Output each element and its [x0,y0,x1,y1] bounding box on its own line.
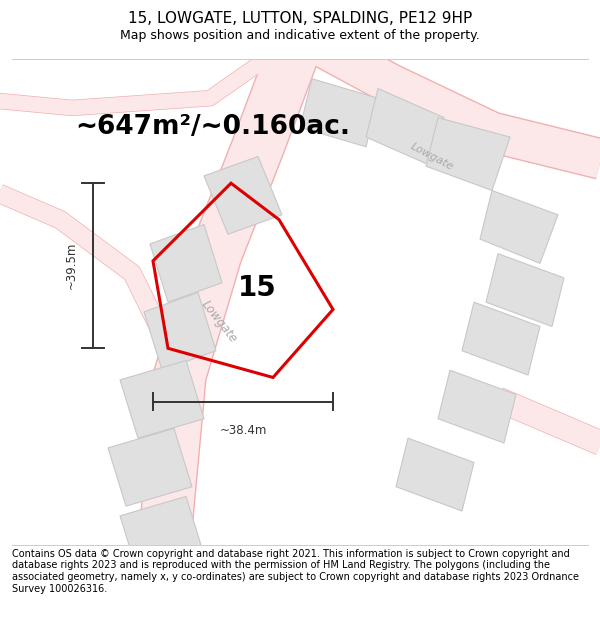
Text: ~39.5m: ~39.5m [65,242,78,289]
Text: ~38.4m: ~38.4m [220,424,266,437]
Polygon shape [204,156,282,234]
Polygon shape [120,361,204,438]
Text: 15: 15 [238,274,277,302]
Polygon shape [438,370,516,443]
Polygon shape [486,254,564,326]
Polygon shape [300,79,378,147]
Text: 15, LOWGATE, LUTTON, SPALDING, PE12 9HP: 15, LOWGATE, LUTTON, SPALDING, PE12 9HP [128,11,472,26]
Polygon shape [150,224,222,302]
Polygon shape [366,89,444,166]
Polygon shape [108,429,192,506]
Polygon shape [462,302,540,375]
Text: Contains OS data © Crown copyright and database right 2021. This information is : Contains OS data © Crown copyright and d… [12,549,579,594]
Text: ~647m²/~0.160ac.: ~647m²/~0.160ac. [76,114,350,141]
Polygon shape [396,438,474,511]
Polygon shape [120,496,204,574]
Polygon shape [426,118,510,191]
Text: Lowgate: Lowgate [409,141,455,172]
Polygon shape [144,292,216,370]
Text: Map shows position and indicative extent of the property.: Map shows position and indicative extent… [120,29,480,42]
Text: Lowgate: Lowgate [199,298,240,346]
Polygon shape [480,191,558,263]
